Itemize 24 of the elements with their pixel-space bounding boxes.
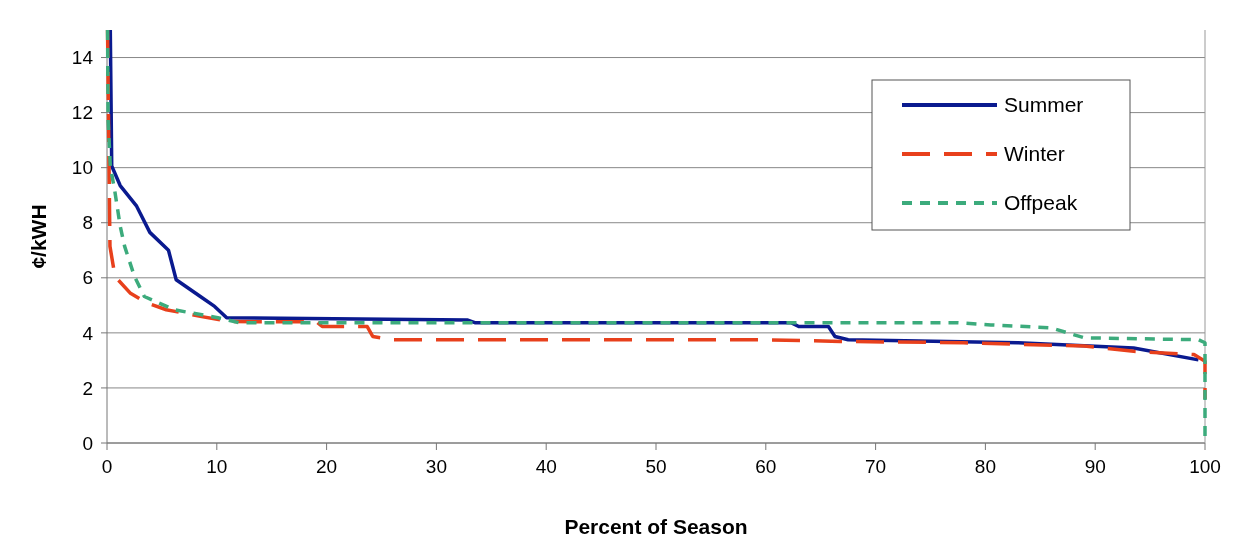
x-tick-label: 20 — [316, 456, 338, 477]
x-tick-label: 90 — [1084, 456, 1106, 477]
y-tick-label: 2 — [82, 377, 93, 399]
x-tick-label: 60 — [755, 456, 777, 477]
y-tick-label: 6 — [82, 267, 93, 289]
x-tick-label: 0 — [101, 456, 113, 477]
legend-label: Summer — [1004, 93, 1084, 117]
x-tick-label: 30 — [425, 456, 447, 477]
x-axis-title: Percent of Season — [564, 515, 748, 538]
y-tick-label: 8 — [82, 212, 93, 234]
y-tick-label: 4 — [82, 322, 94, 344]
x-tick-label: 100 — [1189, 456, 1221, 477]
y-tick-label: 10 — [71, 157, 93, 179]
x-tick-label: 40 — [535, 456, 557, 477]
y-tick-label: 12 — [71, 102, 93, 124]
legend-label: Winter — [1004, 142, 1065, 166]
y-axis-title: ¢/kWH — [27, 204, 50, 269]
legend-label: Offpeak — [1004, 191, 1078, 215]
y-tick-label: 14 — [71, 47, 94, 69]
x-tick-label: 10 — [206, 456, 228, 477]
x-tick-label: 50 — [645, 456, 667, 477]
x-tick-label: 70 — [865, 456, 887, 477]
y-tick-label: 0 — [82, 432, 93, 454]
x-tick-label: 80 — [974, 456, 996, 477]
